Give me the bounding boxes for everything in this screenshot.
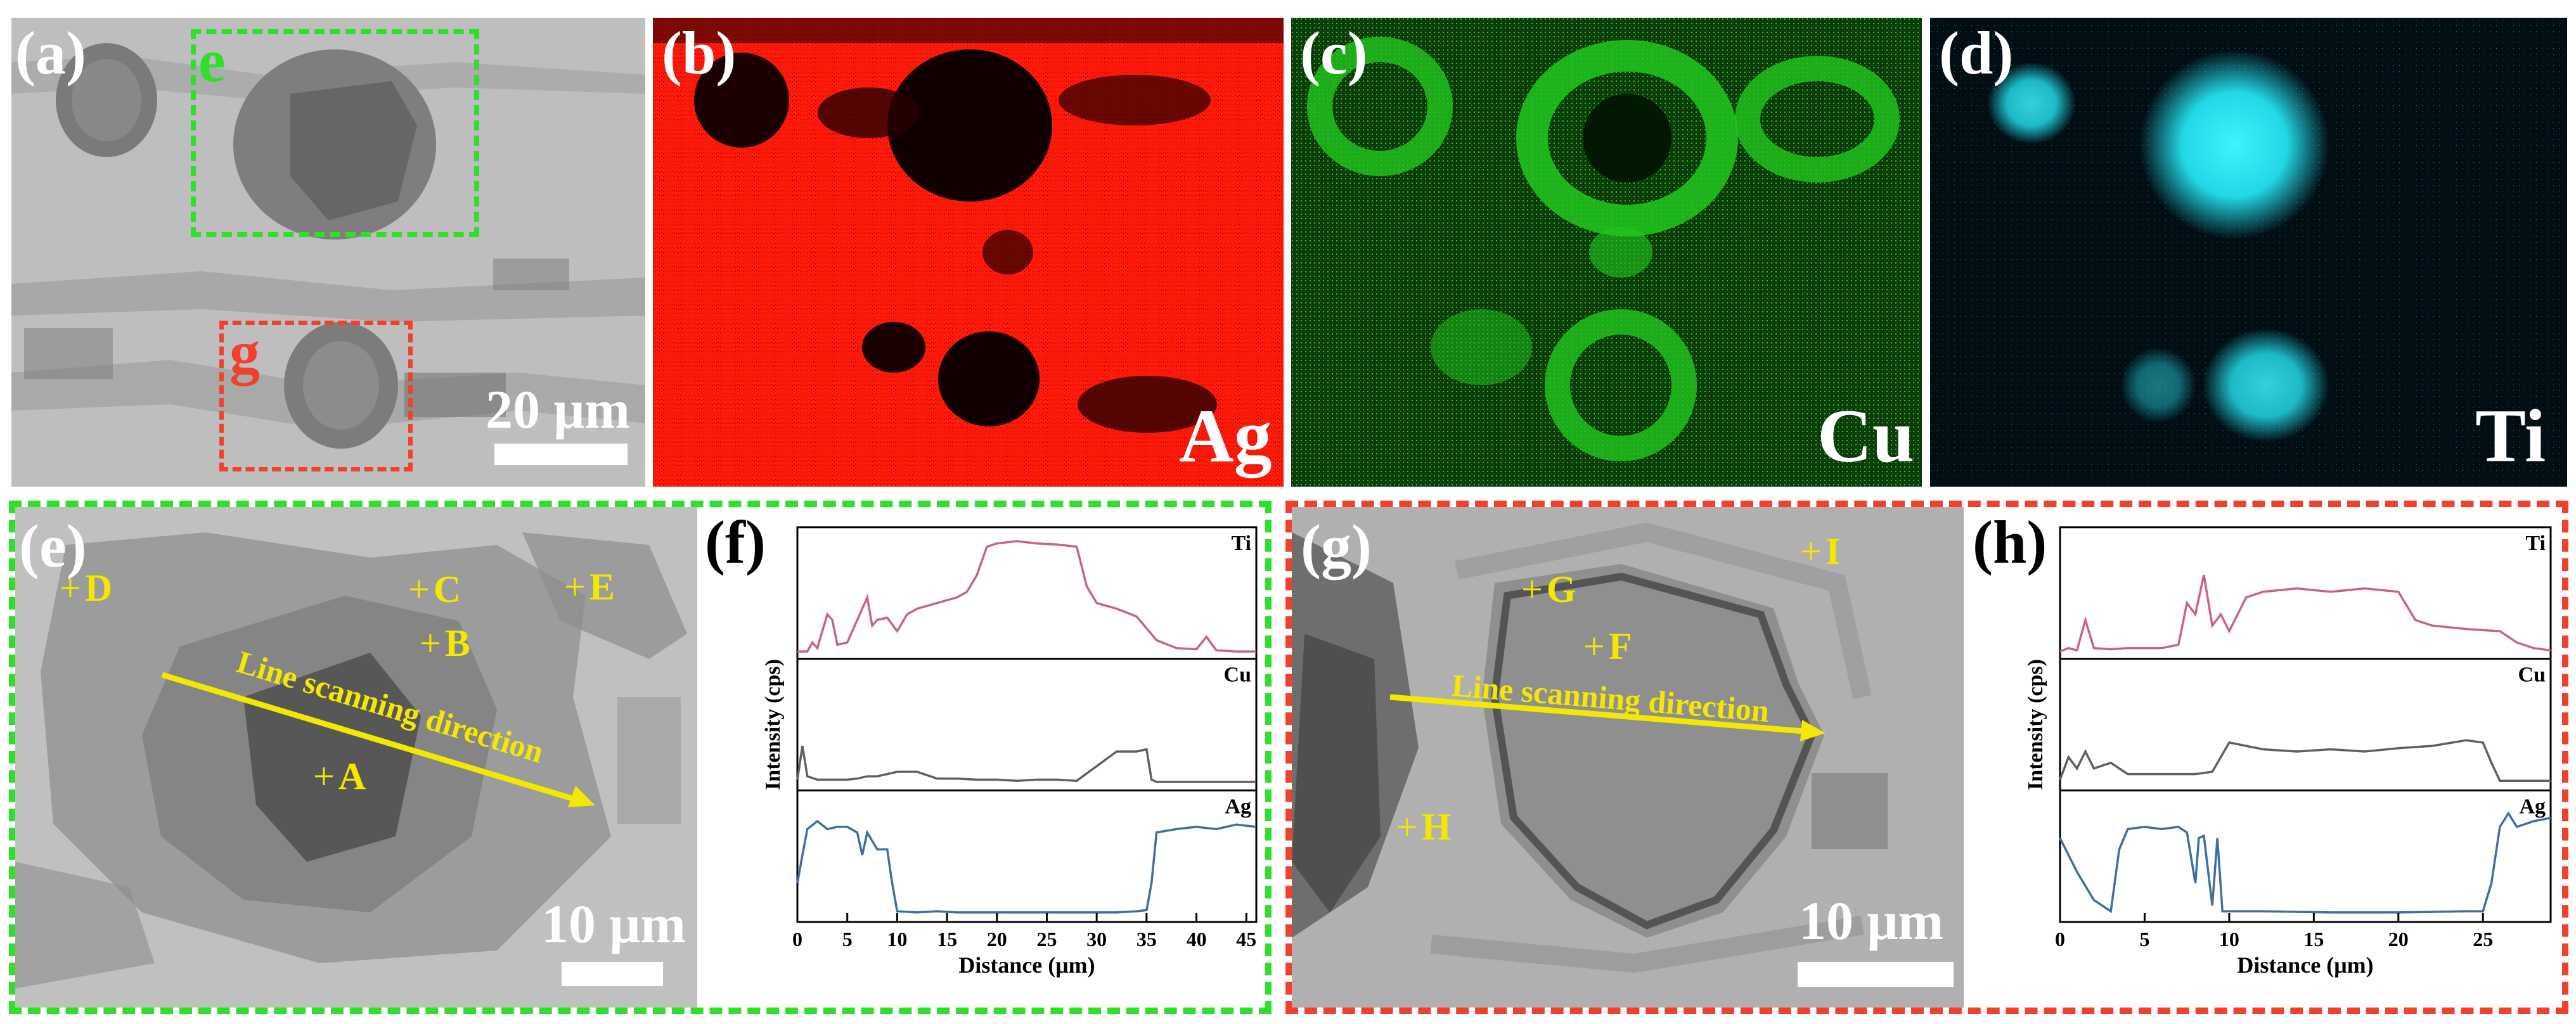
panel-a-sem: (a) e g 20 μm — [11, 18, 645, 487]
x-tick-label: 5 — [2139, 928, 2149, 950]
element-label-ag: Ag — [1179, 394, 1272, 478]
chart-f: Ti Cu Ag 0 5 10 15 20 25 30 35 40 45 Distance (μm) Int… — [761, 526, 1258, 978]
series-line-cu — [796, 745, 1256, 783]
panel-d-label: (d) — [1939, 19, 2014, 87]
x-axis-label: Distance (μm) — [958, 952, 1095, 978]
frame-e-f — [9, 501, 1272, 1014]
point-h: + H — [1396, 806, 1452, 848]
scale-bar-label-g: 10 μm — [1799, 890, 1943, 951]
eds-map-ti — [1930, 18, 2567, 487]
element-label-ti: Ti — [2475, 394, 2546, 478]
x-tick-label: 15 — [2303, 928, 2324, 950]
panel-a-label: (a) — [15, 19, 86, 87]
point-e-label: E — [589, 566, 615, 608]
chart-h: Ti Cu Ag 0 5 10 15 20 25 Distance (μm) Intensity (… — [2024, 526, 2552, 978]
point-d: + D — [60, 567, 113, 609]
point-i-label: I — [1825, 530, 1841, 572]
x-tick-label: 10 — [887, 928, 907, 950]
panel-g-label: (g) — [1301, 512, 1372, 580]
panel-e-sem: (e) + A + B + C + D + E Line scanning directi… — [15, 507, 697, 1008]
x-tick-label: 10 — [2219, 928, 2239, 950]
x-axis-label: Distance (μm) — [2237, 952, 2373, 978]
point-e: + E — [564, 566, 615, 608]
panel-d-ti-map: (d) Ti — [1930, 18, 2567, 487]
plot-frame — [796, 526, 1258, 923]
x-tick-label: 25 — [1036, 928, 1057, 950]
scale-bar-label-a: 20 μm — [486, 379, 630, 440]
panel-g-sem: (g) + F + G + H + I Line scanning direction … — [1292, 507, 1964, 1008]
element-label-cu: Cu — [1817, 394, 1915, 478]
series-line-ti — [2059, 574, 2551, 653]
x-tick-label: 25 — [2473, 928, 2493, 950]
x-tick-label: 35 — [1137, 928, 1157, 950]
panel-e-label: (e) — [19, 512, 87, 580]
sem-image-a — [11, 18, 645, 487]
scan-arrow-g — [1389, 694, 1826, 741]
sem-image-e — [15, 507, 697, 1008]
point-h-label: H — [1421, 806, 1452, 848]
plot-frame — [2059, 526, 2552, 923]
point-b-label: B — [444, 622, 470, 664]
panel-c-label: (c) — [1300, 19, 1368, 87]
series-line-ag — [2059, 811, 2551, 914]
point-a: + A — [313, 755, 366, 797]
zoom-box-e — [191, 29, 479, 237]
eds-map-ag — [653, 18, 1284, 487]
scale-bar-label-e: 10 μm — [541, 893, 686, 954]
panel-f-label: (f) — [705, 508, 766, 576]
point-f: + F — [1583, 625, 1632, 667]
panel-b-label: (b) — [662, 19, 737, 87]
series-line-cu — [2059, 739, 2551, 782]
x-tick-label: 45 — [1236, 928, 1256, 950]
x-tick-label: 20 — [987, 928, 1007, 950]
panel-h-label: (h) — [1973, 508, 2047, 576]
scale-bar-a — [494, 444, 628, 465]
scan-arrow-e — [161, 672, 595, 807]
y-axis-label: Intensity (cps) — [2024, 659, 2047, 790]
panel-b-ag-map: (b) Ag — [653, 18, 1284, 487]
x-tick-label: 5 — [842, 928, 853, 950]
point-g-label: G — [1546, 568, 1576, 610]
point-f-label: F — [1608, 625, 1632, 667]
frame-g-h — [1285, 501, 2568, 1014]
x-tick-label: 40 — [1187, 928, 1207, 950]
x-tick-label: 20 — [2388, 928, 2409, 950]
point-c: + C — [408, 568, 461, 610]
eds-map-cu — [1291, 18, 1922, 487]
x-tick-label: 30 — [1086, 928, 1107, 950]
x-tick-label: 0 — [792, 928, 802, 950]
point-a-label: A — [338, 755, 366, 797]
x-tick-label: 15 — [937, 928, 957, 950]
zoom-box-e-label: e — [198, 27, 226, 94]
series-label-ag: Ag — [2519, 795, 2546, 818]
point-b: + B — [420, 622, 470, 664]
series-label-ag: Ag — [1225, 795, 1251, 818]
zoom-box-g — [219, 321, 413, 471]
point-i: + I — [1800, 530, 1841, 572]
x-tick-label: 0 — [2055, 928, 2065, 950]
scale-bar-g — [1798, 962, 1954, 987]
y-axis-label: Intensity (cps) — [761, 659, 785, 790]
zoom-box-g-label: g — [229, 318, 260, 386]
point-g: + G — [1521, 568, 1576, 610]
scale-bar-e — [562, 962, 663, 986]
sem-image-g — [1292, 507, 1964, 1008]
point-d-label: D — [84, 567, 113, 609]
series-label-cu: Cu — [2518, 663, 2546, 687]
series-label-cu: Cu — [1224, 663, 1251, 687]
series-label-ti: Ti — [1231, 532, 1251, 555]
series-line-ti — [797, 540, 1256, 653]
series-line-ag — [796, 819, 1257, 914]
series-label-ti: Ti — [2525, 532, 2546, 555]
point-c-label: C — [433, 568, 461, 610]
panel-c-cu-map: (c) Cu — [1291, 18, 1922, 487]
